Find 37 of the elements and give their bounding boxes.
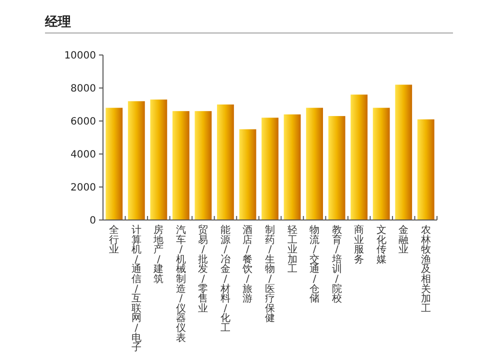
bar	[172, 111, 190, 220]
x-tick-label: 金融业	[398, 224, 409, 256]
y-tick-label: 6000	[70, 116, 96, 128]
y-tick-label: 0	[90, 216, 96, 226]
bar	[350, 94, 368, 220]
y-tick-label: 2000	[70, 182, 96, 194]
category-label: 农林牧渔及相关加工	[420, 225, 431, 314]
x-tick-label: 物流/交通/仓储	[310, 225, 320, 305]
x-tick-label: 轻工业加工	[287, 224, 298, 276]
bar	[106, 108, 123, 220]
bar	[150, 100, 168, 220]
bar	[217, 104, 234, 220]
bar	[239, 129, 256, 220]
bar	[372, 108, 390, 220]
x-tick-label: 全行业	[109, 224, 120, 256]
category-label: 汽车/机械制造/仪器仪表	[176, 225, 186, 344]
bar	[128, 101, 145, 220]
x-tick-label: 房地产/建筑	[152, 224, 164, 285]
category-label: 贸易/批发/零售业	[198, 225, 208, 314]
bar	[395, 84, 412, 220]
x-tick-label: 酒店/餐饮/旅游	[242, 224, 253, 305]
bar	[262, 118, 278, 220]
bar	[284, 114, 301, 220]
bar	[417, 119, 434, 220]
y-tick-label: 8000	[70, 84, 96, 94]
x-tick-label: 教育/培训/院校	[330, 225, 342, 305]
bar	[194, 111, 212, 220]
y-tick-label: 10000	[64, 50, 96, 62]
y-tick-label: 4000	[70, 150, 96, 160]
category-label: 计算机/通信/互联网/电子	[131, 225, 142, 354]
chart-title: 经理	[44, 15, 71, 30]
x-tick-label: 文化传媒	[376, 224, 386, 266]
category-label: 能源/冶金/材料/化工	[220, 225, 230, 334]
category-label: 制药/生物/医疗保健	[265, 225, 275, 324]
bar	[328, 116, 346, 220]
bar	[306, 108, 323, 220]
x-tick-label: 商业服务	[354, 224, 364, 266]
